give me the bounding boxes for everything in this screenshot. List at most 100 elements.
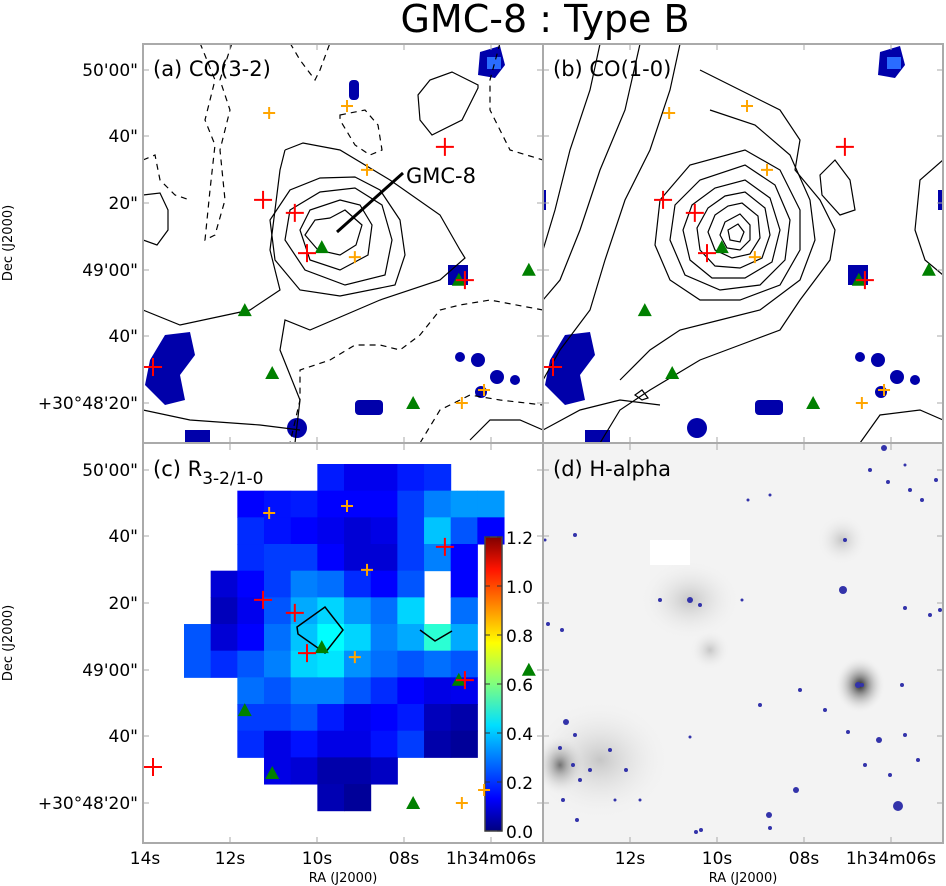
heatmap-cell — [317, 757, 345, 785]
red-cross-marker — [435, 137, 454, 156]
orange-cross-marker — [663, 106, 676, 119]
heatmap-cell — [397, 464, 425, 492]
dec-tick-label: 20" — [109, 594, 138, 614]
star-point — [798, 688, 802, 692]
contours-co32 — [143, 71, 543, 443]
dec-tick-label: 40" — [109, 327, 138, 347]
star-point — [855, 682, 861, 688]
orange-cross-marker — [263, 506, 276, 519]
heatmap-cell — [210, 597, 238, 625]
heatmap-cell — [264, 597, 292, 625]
heatmap-cell — [317, 730, 345, 758]
orange-cross-marker — [761, 163, 774, 176]
orange-cross-marker — [748, 251, 761, 264]
heatmap-cell — [237, 597, 265, 625]
star-point — [938, 608, 942, 612]
heatmap-cell — [450, 517, 478, 545]
heatmap-cell — [210, 570, 238, 598]
star-point — [843, 538, 847, 542]
panel-b-co10 — [543, 44, 943, 443]
star-point — [588, 768, 592, 772]
red-cross-marker — [685, 203, 704, 222]
gmc-8-pointer — [336, 171, 404, 234]
heatmap-cell — [184, 624, 212, 652]
star-point — [740, 598, 744, 602]
heatmap-cell — [344, 490, 372, 518]
star-point — [571, 763, 575, 767]
heatmap-cell — [290, 570, 318, 598]
heatmap-cell — [370, 650, 398, 678]
heatmap-cell — [237, 517, 265, 545]
star-point — [578, 778, 582, 782]
heatmap-cell — [237, 490, 265, 518]
panel-d-label: (d) H-alpha — [553, 457, 671, 481]
red-cross-marker — [654, 190, 673, 209]
heatmap-cell — [370, 704, 398, 732]
star-point — [903, 733, 907, 737]
heatmap-cell — [317, 650, 345, 678]
heatmap-cell — [290, 517, 318, 545]
contours-co10 — [543, 44, 943, 443]
red-cross-marker — [455, 671, 474, 690]
star-point — [624, 768, 628, 772]
heatmap-cell — [397, 624, 425, 652]
heatmap-cell — [264, 517, 292, 545]
star-point — [888, 773, 892, 777]
star-point — [613, 798, 617, 802]
star-point — [698, 603, 702, 607]
green-triangle-marker — [406, 396, 421, 409]
heatmap-cell — [237, 650, 265, 678]
heatmap-cell — [397, 570, 425, 598]
star-point — [886, 480, 890, 484]
dec-tick-label: 49'00" — [82, 661, 138, 681]
red-cross-marker — [297, 244, 316, 263]
heatmap-cell — [370, 544, 398, 572]
heatmap-cell — [264, 730, 292, 758]
heatmap-cell — [370, 464, 398, 492]
heatmap-cell — [344, 757, 372, 785]
heatmap-cell — [450, 624, 478, 652]
orange-cross-marker — [478, 384, 491, 397]
heatmap-cell — [317, 597, 345, 625]
star-point — [573, 533, 577, 537]
heatmap-cell — [424, 677, 452, 705]
star-point — [863, 763, 867, 767]
dec-tick-label: 49'00" — [82, 261, 138, 281]
heatmap-cell — [370, 624, 398, 652]
heatmap-cell — [450, 597, 478, 625]
star-point — [868, 468, 872, 472]
colorbar-tick-label: 0.6 — [506, 676, 533, 696]
star-point — [699, 828, 703, 832]
heatmap-cell — [344, 784, 372, 812]
green-triangle-marker — [406, 796, 421, 809]
ra-tick-label: 12s — [215, 849, 246, 869]
heatmap-cell — [264, 650, 292, 678]
red-cross-marker — [254, 590, 273, 609]
heatmap-cell — [370, 597, 398, 625]
heatmap-cell — [450, 570, 478, 598]
star-point — [876, 737, 882, 743]
axes: 50'00" 40" 20" 49'00" 40" +30°48'20" 50'00" 40"… — [38, 44, 943, 869]
heatmap-cell — [344, 517, 372, 545]
red-cross-marker — [297, 644, 316, 663]
star-point — [881, 445, 887, 451]
green-triangle-marker — [521, 662, 536, 676]
ra-tick-label: 1h34m06s — [446, 849, 536, 869]
red-cross-marker — [285, 203, 304, 222]
orange-cross-marker — [263, 106, 276, 119]
heatmap-cell — [397, 490, 425, 518]
green-triangle-marker — [714, 240, 729, 254]
green-triangle-marker — [237, 303, 252, 317]
panel-c-label: (c) R3-2/1-0 — [153, 457, 263, 489]
contours-co32-negative — [143, 44, 543, 443]
heatmap-cell — [450, 730, 478, 758]
heatmap-cell — [237, 730, 265, 758]
star-point — [793, 787, 799, 793]
heatmap-cell — [184, 650, 212, 678]
heatmap-cell — [210, 624, 238, 652]
heatmap-cell — [317, 677, 345, 705]
heatmap-cell — [264, 624, 292, 652]
green-triangle-marker — [921, 262, 936, 276]
star-point — [903, 606, 907, 610]
heatmap-cell — [450, 544, 478, 572]
